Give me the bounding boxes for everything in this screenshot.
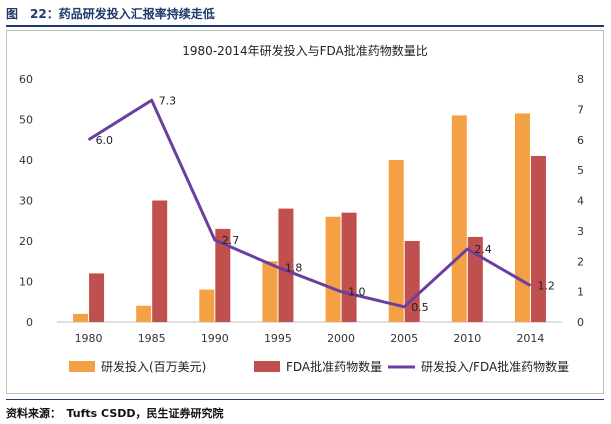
x-tick-label: 2005 xyxy=(390,332,418,345)
header-divider xyxy=(6,25,604,27)
fda-approvals-bar xyxy=(530,155,546,322)
ratio-data-label: 7.3 xyxy=(159,94,177,107)
ratio-data-label: 1.2 xyxy=(537,280,555,293)
rd-spending-bar xyxy=(73,313,89,322)
chart-title: 1980-2014年研发投入与FDA批准药物数量比 xyxy=(182,43,428,58)
footer-divider xyxy=(6,399,604,400)
legend-label-rd: 研发投入(百万美元) xyxy=(101,359,206,374)
y-right-tick-label: 1 xyxy=(577,286,584,299)
y-left-tick-label: 60 xyxy=(19,73,33,86)
fda-approvals-bar xyxy=(89,273,105,322)
ratio-data-label: 6.0 xyxy=(96,134,114,147)
rd-spending-bar xyxy=(199,289,215,322)
y-left-tick-label: 30 xyxy=(19,195,33,208)
rd-spending-bar xyxy=(388,160,404,322)
rd-spending-bar xyxy=(325,216,341,322)
rd-spending-bar xyxy=(514,113,530,322)
x-tick-label: 2010 xyxy=(453,332,481,345)
ratio-data-label: 1.8 xyxy=(285,261,303,274)
x-tick-label: 1985 xyxy=(138,332,166,345)
rd-spending-bar xyxy=(451,115,467,322)
rd-spending-bar xyxy=(262,261,278,322)
figure-title: 图 22：药品研发投入汇报率持续走低 xyxy=(6,7,215,21)
y-right-tick-label: 6 xyxy=(577,134,584,147)
fda-approvals-bar xyxy=(341,212,357,322)
ratio-data-label: 0.5 xyxy=(411,301,429,314)
y-right-tick-label: 4 xyxy=(577,195,584,208)
ratio-data-label: 1.0 xyxy=(348,286,366,299)
legend-swatch-fda xyxy=(254,361,280,372)
ratio-line xyxy=(87,98,532,309)
y-right-tick-label: 2 xyxy=(577,255,584,268)
y-right-tick-label: 5 xyxy=(577,164,584,177)
x-tick-label: 2014 xyxy=(516,332,544,345)
y-left-tick-label: 50 xyxy=(19,114,33,127)
legend-swatch-rd xyxy=(69,361,95,372)
legend-label-ratio: 研发投入/FDA批准药物数量 xyxy=(421,359,569,374)
y-right-tick-label: 8 xyxy=(577,73,584,86)
y-left-tick-label: 20 xyxy=(19,235,33,248)
y-right-tick-label: 0 xyxy=(577,316,584,329)
x-tick-label: 1990 xyxy=(201,332,229,345)
y-left-tick-label: 0 xyxy=(26,316,33,329)
combo-chart: 1980-2014年研发投入与FDA批准药物数量比 0 10 20 30 40 50 60 0 1… xyxy=(19,43,584,374)
ratio-data-label: 2.4 xyxy=(474,243,492,256)
legend-label-fda: FDA批准药物数量 xyxy=(286,359,382,374)
x-tick-label: 1980 xyxy=(75,332,103,345)
y-left-tick-label: 40 xyxy=(19,154,33,167)
source-note: 资料来源： Tufts CSDD，民生证券研究院 xyxy=(6,407,224,420)
x-tick-label: 1995 xyxy=(264,332,292,345)
fda-approvals-bar xyxy=(467,236,483,322)
rd-spending-bar xyxy=(136,305,152,322)
x-tick-label: 2000 xyxy=(327,332,355,345)
chart-frame: 1980-2014年研发投入与FDA批准药物数量比 0 10 20 30 40 50 60 0 1… xyxy=(6,30,604,394)
y-right-tick-label: 7 xyxy=(577,103,584,116)
y-right-tick-label: 3 xyxy=(577,225,584,238)
fda-approvals-bar xyxy=(215,228,231,322)
ratio-data-label: 2.7 xyxy=(222,234,240,247)
y-left-tick-label: 10 xyxy=(19,276,33,289)
figure-header: 图 22：药品研发投入汇报率持续走低 xyxy=(6,2,604,24)
fda-approvals-bar xyxy=(278,208,294,322)
fda-approvals-bar xyxy=(152,200,168,322)
